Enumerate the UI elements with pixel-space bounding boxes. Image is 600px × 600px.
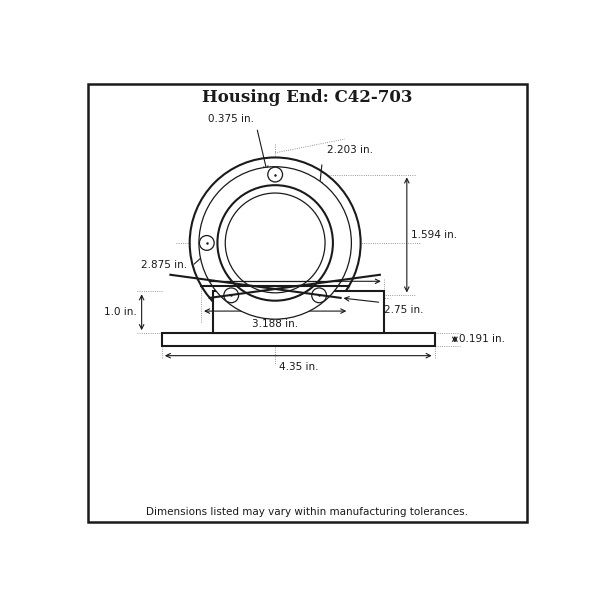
- Text: Dimensions listed may vary within manufacturing tolerances.: Dimensions listed may vary within manufa…: [146, 507, 469, 517]
- Text: 0.375 in.: 0.375 in.: [208, 114, 254, 124]
- Circle shape: [199, 236, 214, 250]
- Text: 4.35 in.: 4.35 in.: [278, 362, 318, 372]
- Text: 1.0 in.: 1.0 in.: [104, 307, 137, 317]
- Text: 3.188 in.: 3.188 in.: [252, 319, 298, 329]
- Text: Housing End: C42-703: Housing End: C42-703: [202, 89, 413, 106]
- Circle shape: [225, 193, 325, 293]
- Text: 2.875 in.: 2.875 in.: [141, 260, 187, 270]
- Circle shape: [217, 185, 333, 301]
- Text: 2.203 in.: 2.203 in.: [327, 145, 373, 155]
- Circle shape: [312, 288, 326, 303]
- Text: 1.594 in.: 1.594 in.: [412, 230, 458, 240]
- Bar: [213, 292, 384, 333]
- Circle shape: [199, 167, 352, 319]
- Circle shape: [190, 157, 361, 328]
- Circle shape: [224, 288, 239, 303]
- Text: 0.191 in.: 0.191 in.: [460, 334, 505, 344]
- Circle shape: [268, 167, 283, 182]
- Text: 3.35 in.: 3.35 in.: [278, 266, 318, 276]
- Bar: [162, 333, 434, 346]
- Text: 2.75 in.: 2.75 in.: [384, 305, 423, 315]
